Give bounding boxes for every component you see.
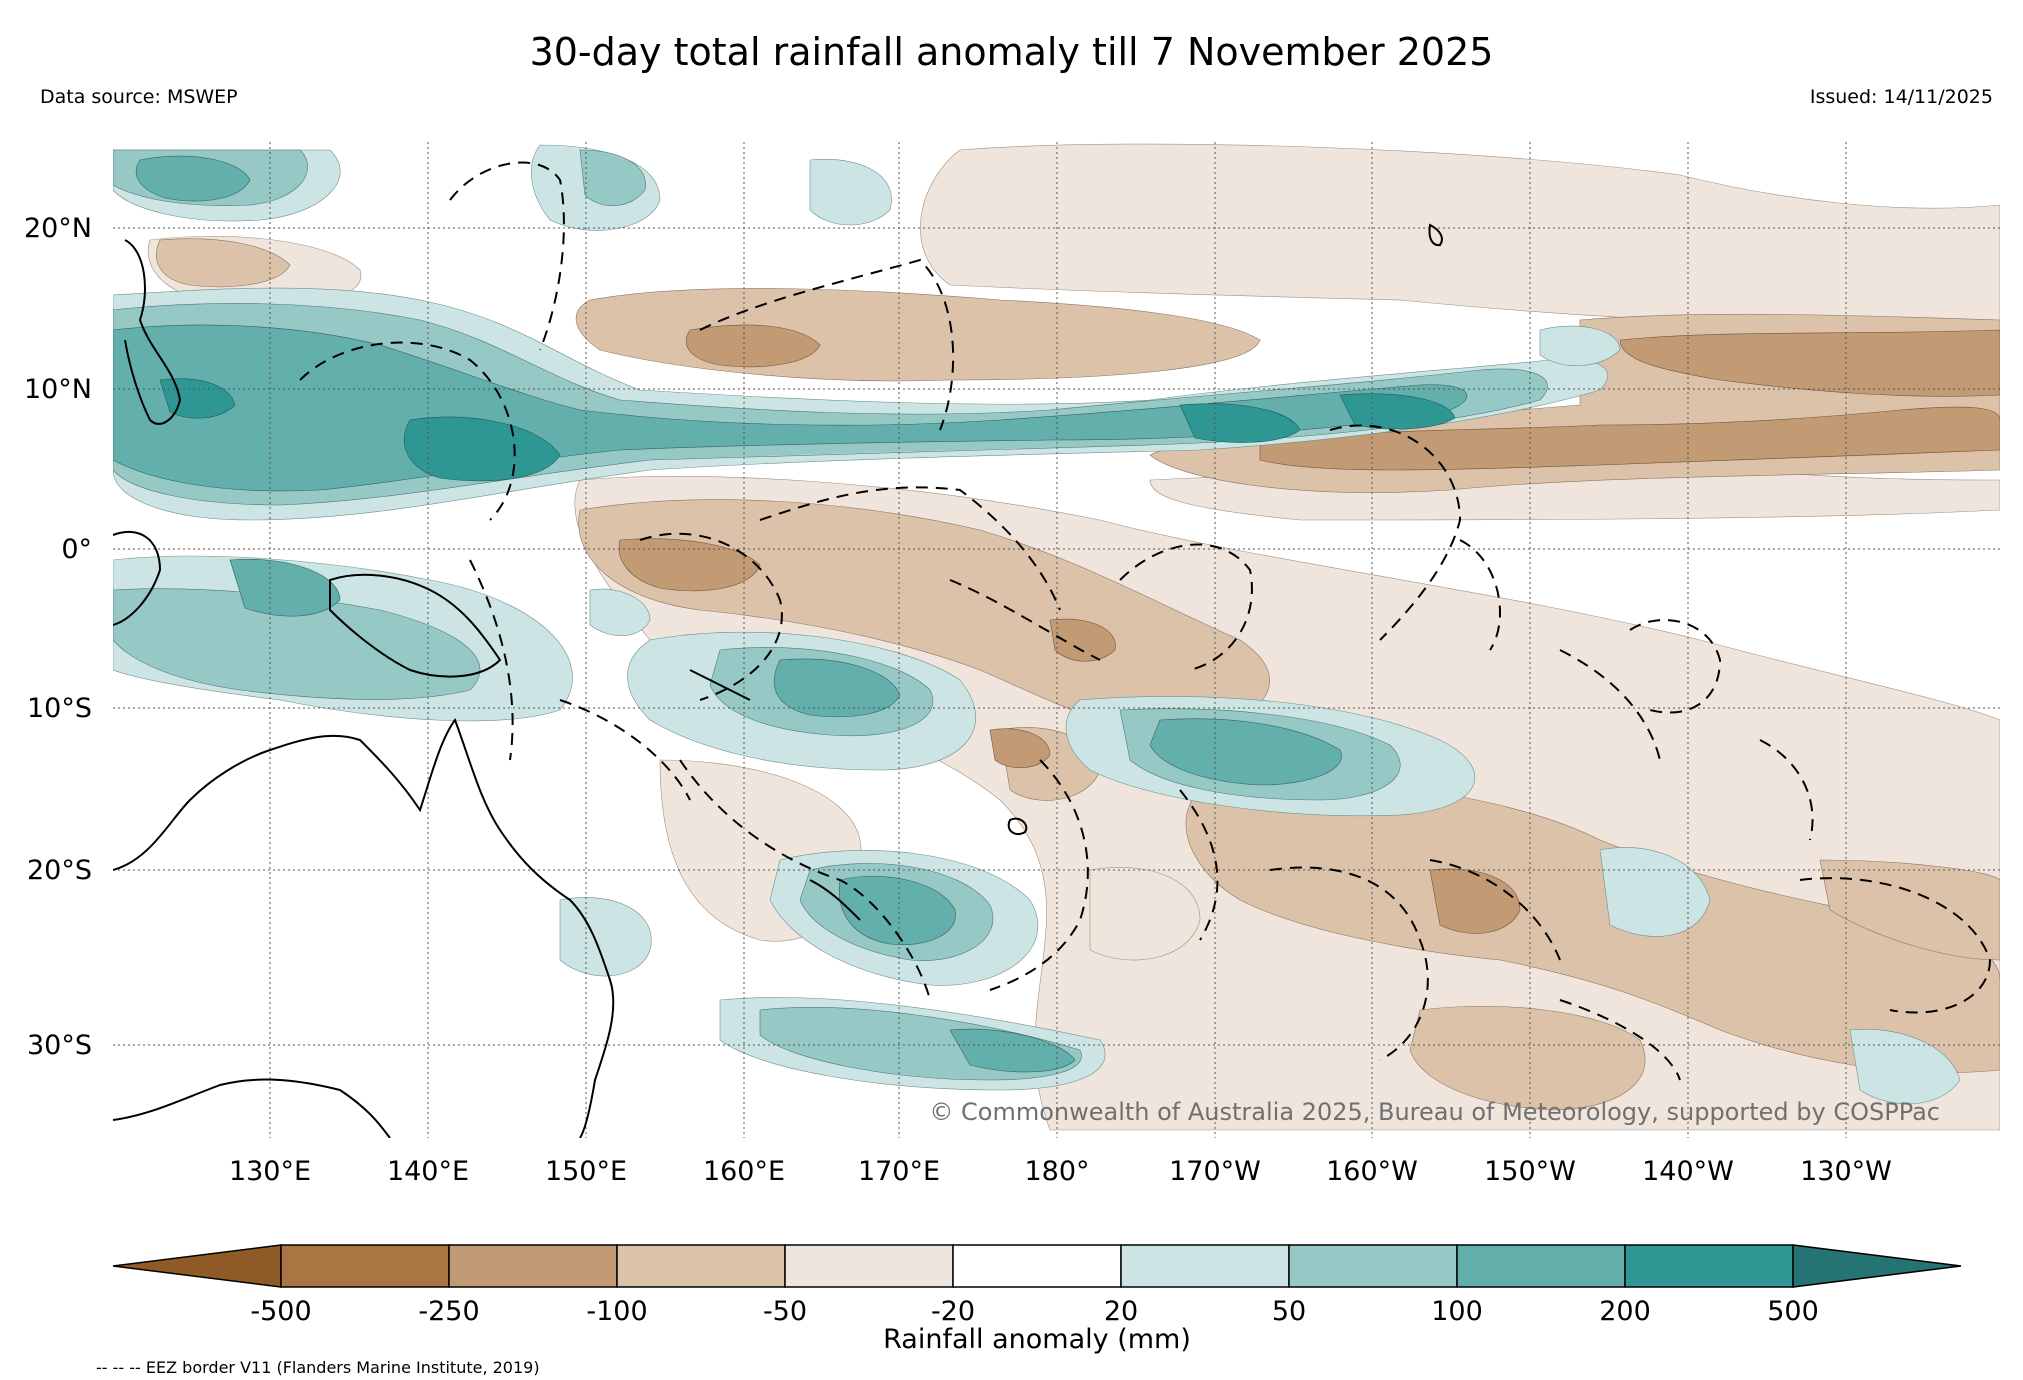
colorbar-segment xyxy=(952,1244,1122,1288)
dry-strong-regions xyxy=(618,324,2000,934)
colorbar-tick-label: -100 xyxy=(586,1296,647,1327)
data-source-label: Data source: MSWEP xyxy=(40,86,238,108)
colorbar-segment xyxy=(280,1244,450,1288)
colorbar-segment xyxy=(616,1244,786,1288)
lon-label-130w: 130°W xyxy=(1800,1156,1892,1187)
colorbar-tick-label: -50 xyxy=(763,1296,807,1327)
colorbar-tick-label: 200 xyxy=(1599,1296,1651,1327)
colorbar-high-extend xyxy=(1792,1244,1962,1288)
colorbar-tick-label: 100 xyxy=(1431,1296,1483,1327)
solomon-coastline xyxy=(689,669,751,701)
australia-coastline xyxy=(113,717,615,1138)
colorbar-tick-label: -500 xyxy=(250,1296,311,1327)
lat-label-10n: 10°N xyxy=(24,374,92,405)
colorbar-low-extend xyxy=(112,1244,282,1288)
hawaii-coastline xyxy=(1428,223,1443,247)
latitude-labels: 20°N 10°N 0° 10°S 20°S 30°S xyxy=(24,213,92,1061)
coastlines xyxy=(113,223,1443,1138)
lon-label-140w: 140°W xyxy=(1642,1156,1734,1187)
lat-label-20n: 20°N xyxy=(24,213,92,244)
fiji-coastline xyxy=(1007,817,1028,836)
graticule xyxy=(113,142,2000,1138)
lon-label-170w: 170°W xyxy=(1169,1156,1261,1187)
lat-label-20s: 20°S xyxy=(27,855,92,886)
lon-label-180: 180° xyxy=(1024,1156,1089,1187)
map-panel xyxy=(113,142,2000,1138)
colorbar-segment xyxy=(1288,1244,1458,1288)
colorbar-segment xyxy=(784,1244,954,1288)
colorbar-segment xyxy=(448,1244,618,1288)
lat-label-0: 0° xyxy=(61,534,92,565)
lat-label-10s: 10°S xyxy=(27,693,92,724)
png-coastline xyxy=(329,573,502,678)
lat-label-30s: 30°S xyxy=(27,1030,92,1061)
lon-label-140e: 140°E xyxy=(387,1156,469,1187)
colorbar-tick-label: -20 xyxy=(931,1296,975,1327)
lon-label-160w: 160°W xyxy=(1326,1156,1418,1187)
new-caledonia-coastline xyxy=(809,879,861,921)
colorbar-tick-label: 50 xyxy=(1272,1296,1306,1327)
australia-south-coastline xyxy=(113,1078,391,1138)
colorbar-tick-label: -250 xyxy=(418,1296,479,1327)
eez-legend-note: -- -- -- EEZ border V11 (Flanders Marine… xyxy=(96,1358,540,1377)
colorbar: -500 -250 -100 -50 -20 20 50 100 200 500… xyxy=(112,1244,1962,1355)
lon-label-150e: 150°E xyxy=(545,1156,627,1187)
colorbar-segment xyxy=(1456,1244,1626,1288)
eez-borders xyxy=(299,161,1992,1081)
lon-label-130e: 130°E xyxy=(229,1156,311,1187)
lon-label-150w: 150°W xyxy=(1484,1156,1576,1187)
colorbar-tick-label: 20 xyxy=(1104,1296,1138,1327)
map-title: 30-day total rainfall anomaly till 7 Nov… xyxy=(529,30,1494,74)
issued-date-label: Issued: 14/11/2025 xyxy=(1809,86,1993,108)
colorbar-segment xyxy=(1624,1244,1794,1288)
colorbar-tick-label: 500 xyxy=(1767,1296,1819,1327)
lon-label-160e: 160°E xyxy=(703,1156,785,1187)
colorbar-segment xyxy=(1120,1244,1290,1288)
philippines-coastline xyxy=(124,239,182,425)
longitude-labels: 130°E 140°E 150°E 160°E 170°E 180° 170°W… xyxy=(229,1156,1892,1187)
lon-label-170e: 170°E xyxy=(858,1156,940,1187)
borneo-coastline xyxy=(113,530,162,626)
copyright-notice: © Commonwealth of Australia 2025, Bureau… xyxy=(929,1098,1940,1126)
colorbar-title: Rainfall anomaly (mm) xyxy=(883,1324,1191,1355)
